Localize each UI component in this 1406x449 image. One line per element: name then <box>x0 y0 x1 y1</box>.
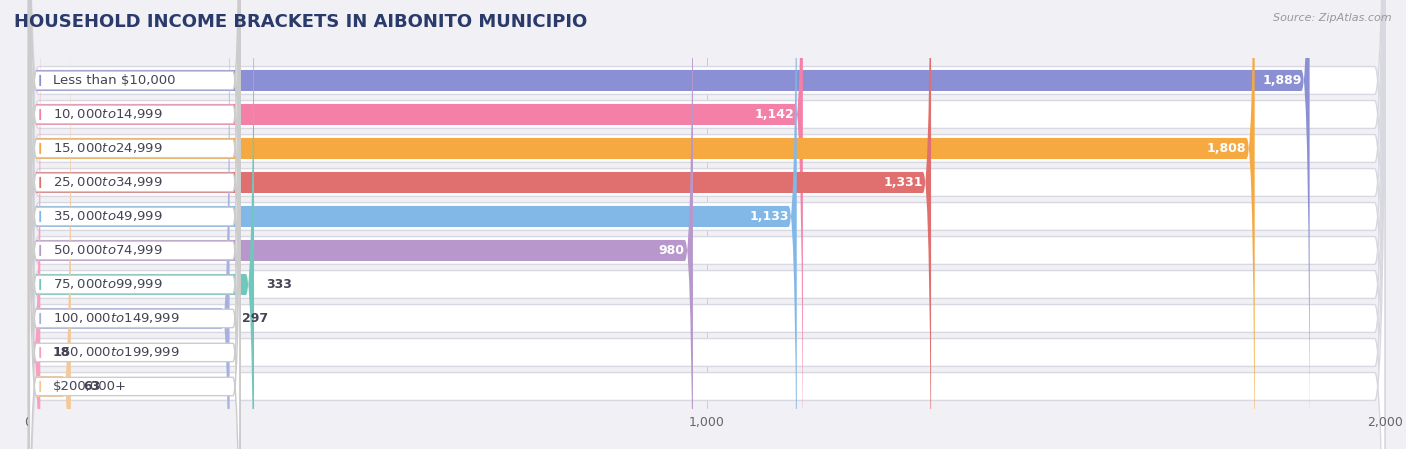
Text: 63: 63 <box>83 380 100 393</box>
Text: 333: 333 <box>266 278 292 291</box>
FancyBboxPatch shape <box>28 0 797 449</box>
FancyBboxPatch shape <box>28 0 1254 449</box>
FancyBboxPatch shape <box>30 22 240 449</box>
FancyBboxPatch shape <box>28 0 1385 449</box>
Text: $75,000 to $99,999: $75,000 to $99,999 <box>52 277 162 291</box>
Text: $25,000 to $34,999: $25,000 to $34,999 <box>52 176 162 189</box>
FancyBboxPatch shape <box>28 0 254 449</box>
FancyBboxPatch shape <box>28 0 1385 449</box>
Text: $200,000+: $200,000+ <box>52 380 127 393</box>
Text: 1,133: 1,133 <box>749 210 789 223</box>
FancyBboxPatch shape <box>28 0 70 449</box>
FancyBboxPatch shape <box>28 0 1385 449</box>
FancyBboxPatch shape <box>28 0 1385 449</box>
Text: 18: 18 <box>52 346 70 359</box>
FancyBboxPatch shape <box>28 0 1385 449</box>
Text: 297: 297 <box>242 312 269 325</box>
FancyBboxPatch shape <box>28 0 1385 449</box>
Text: 1,331: 1,331 <box>883 176 922 189</box>
FancyBboxPatch shape <box>30 0 240 449</box>
Text: 1,808: 1,808 <box>1206 142 1247 155</box>
Text: $35,000 to $49,999: $35,000 to $49,999 <box>52 210 162 224</box>
Text: HOUSEHOLD INCOME BRACKETS IN AIBONITO MUNICIPIO: HOUSEHOLD INCOME BRACKETS IN AIBONITO MU… <box>14 13 588 31</box>
FancyBboxPatch shape <box>28 0 41 449</box>
FancyBboxPatch shape <box>30 0 240 411</box>
Text: $10,000 to $14,999: $10,000 to $14,999 <box>52 107 162 122</box>
Text: 980: 980 <box>659 244 685 257</box>
Text: $50,000 to $74,999: $50,000 to $74,999 <box>52 243 162 257</box>
FancyBboxPatch shape <box>28 0 1385 449</box>
Text: $100,000 to $149,999: $100,000 to $149,999 <box>52 312 179 326</box>
FancyBboxPatch shape <box>28 0 1385 449</box>
FancyBboxPatch shape <box>30 0 240 449</box>
FancyBboxPatch shape <box>28 0 229 449</box>
FancyBboxPatch shape <box>28 0 1385 449</box>
FancyBboxPatch shape <box>28 0 1385 449</box>
Text: $15,000 to $24,999: $15,000 to $24,999 <box>52 141 162 155</box>
FancyBboxPatch shape <box>30 0 240 449</box>
Text: Less than $10,000: Less than $10,000 <box>52 74 174 87</box>
FancyBboxPatch shape <box>30 56 240 449</box>
FancyBboxPatch shape <box>28 0 803 449</box>
FancyBboxPatch shape <box>30 0 240 449</box>
Text: $150,000 to $199,999: $150,000 to $199,999 <box>52 345 179 360</box>
FancyBboxPatch shape <box>28 0 931 449</box>
FancyBboxPatch shape <box>28 0 693 449</box>
Text: 1,142: 1,142 <box>755 108 794 121</box>
Text: Source: ZipAtlas.com: Source: ZipAtlas.com <box>1274 13 1392 23</box>
FancyBboxPatch shape <box>30 0 240 449</box>
Text: 1,889: 1,889 <box>1263 74 1302 87</box>
FancyBboxPatch shape <box>30 0 240 445</box>
FancyBboxPatch shape <box>30 0 240 449</box>
FancyBboxPatch shape <box>28 0 1309 449</box>
